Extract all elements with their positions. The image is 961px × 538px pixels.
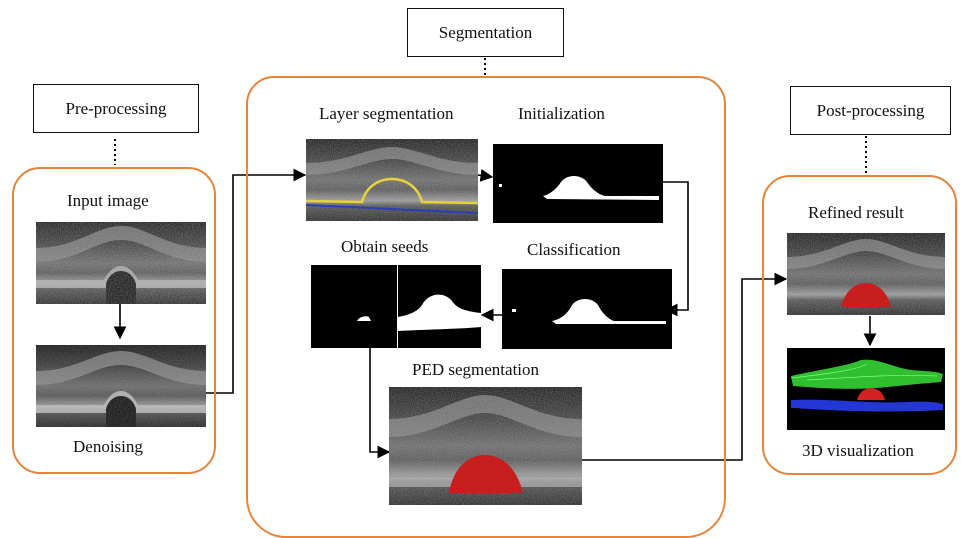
obtain-seeds-label: Obtain seeds xyxy=(341,237,429,256)
postprocessing-stage-box: Post-processing xyxy=(790,86,951,135)
layer-segmentation-panel xyxy=(306,139,478,221)
ped-segmentation-label: PED segmentation xyxy=(412,360,540,379)
arrow-ped-to-refined xyxy=(582,272,788,461)
postprocessing-group xyxy=(762,175,957,475)
refined-result-panel xyxy=(787,233,945,315)
classification-panel xyxy=(502,269,672,349)
ped-segmentation-panel xyxy=(389,387,582,505)
refined-result-label: Refined result xyxy=(808,203,904,222)
preprocessing-stage-box: Pre-processing xyxy=(33,84,199,133)
denoising-label: Denoising xyxy=(73,437,143,456)
initialization-label: Initialization xyxy=(518,104,605,123)
visualization-3d-label: 3D visualization xyxy=(802,441,914,460)
initialization-panel xyxy=(493,144,663,223)
preprocessing-group xyxy=(12,167,216,474)
denoising-panel xyxy=(36,345,206,427)
classification-label: Classification xyxy=(527,240,621,259)
visualization-3d-panel xyxy=(787,348,945,430)
segmentation-stage-box: Segmentation xyxy=(407,8,564,57)
arrow-denoising-to-layer xyxy=(206,168,307,394)
preprocessing-stage-title: Pre-processing xyxy=(65,98,167,118)
input-image-panel xyxy=(36,222,206,304)
seeds-panel-right xyxy=(398,265,481,348)
seeds-panel-left xyxy=(311,265,397,348)
arrow-seeds-to-ped xyxy=(369,348,391,459)
input-image-label: Input image xyxy=(67,191,149,210)
arrow-init-to-classification xyxy=(662,181,689,317)
layer-segmentation-label: Layer segmentation xyxy=(319,104,454,123)
arrow-layer-to-init xyxy=(477,169,494,182)
postprocessing-stage-title: Post-processing xyxy=(816,100,925,120)
segmentation-stage-title: Segmentation xyxy=(438,22,533,42)
